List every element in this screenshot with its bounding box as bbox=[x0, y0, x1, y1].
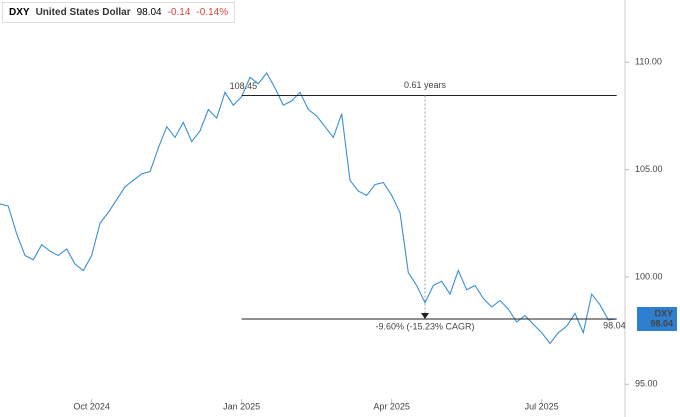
measure-duration: 0.61 years bbox=[404, 80, 447, 90]
x-tick-label: Oct 2024 bbox=[73, 401, 110, 411]
y-tick-label: 105.00 bbox=[635, 164, 663, 174]
measure-arrow bbox=[421, 313, 429, 320]
x-tick-label: Apr 2025 bbox=[373, 401, 410, 411]
y-tick-label: 100.00 bbox=[635, 271, 663, 281]
axis-tag-value: 98.04 bbox=[650, 318, 673, 328]
x-tick-label: Jan 2025 bbox=[223, 401, 260, 411]
change-pct: -0.14% bbox=[196, 7, 229, 18]
x-tick-label: Jul 2025 bbox=[525, 401, 559, 411]
symbol: DXY bbox=[9, 7, 30, 18]
reference-label: 98.04 bbox=[603, 320, 626, 330]
axis-tag bbox=[637, 307, 677, 332]
axis-tag-symbol: DXY bbox=[654, 308, 673, 318]
reference-label: 108.45 bbox=[230, 81, 258, 91]
price-line bbox=[0, 72, 617, 345]
y-tick-label: 110.00 bbox=[635, 57, 662, 67]
symbol-header: DXY United States Dollar 98.04 -0.14 -0.… bbox=[2, 2, 236, 23]
change: -0.14 bbox=[167, 7, 191, 18]
y-tick-label: 95.00 bbox=[635, 379, 658, 389]
symbol-name: United States Dollar bbox=[35, 7, 131, 18]
last-price: 98.04 bbox=[136, 7, 162, 18]
measure-change: -9.60% (-15.23% CAGR) bbox=[375, 321, 474, 331]
